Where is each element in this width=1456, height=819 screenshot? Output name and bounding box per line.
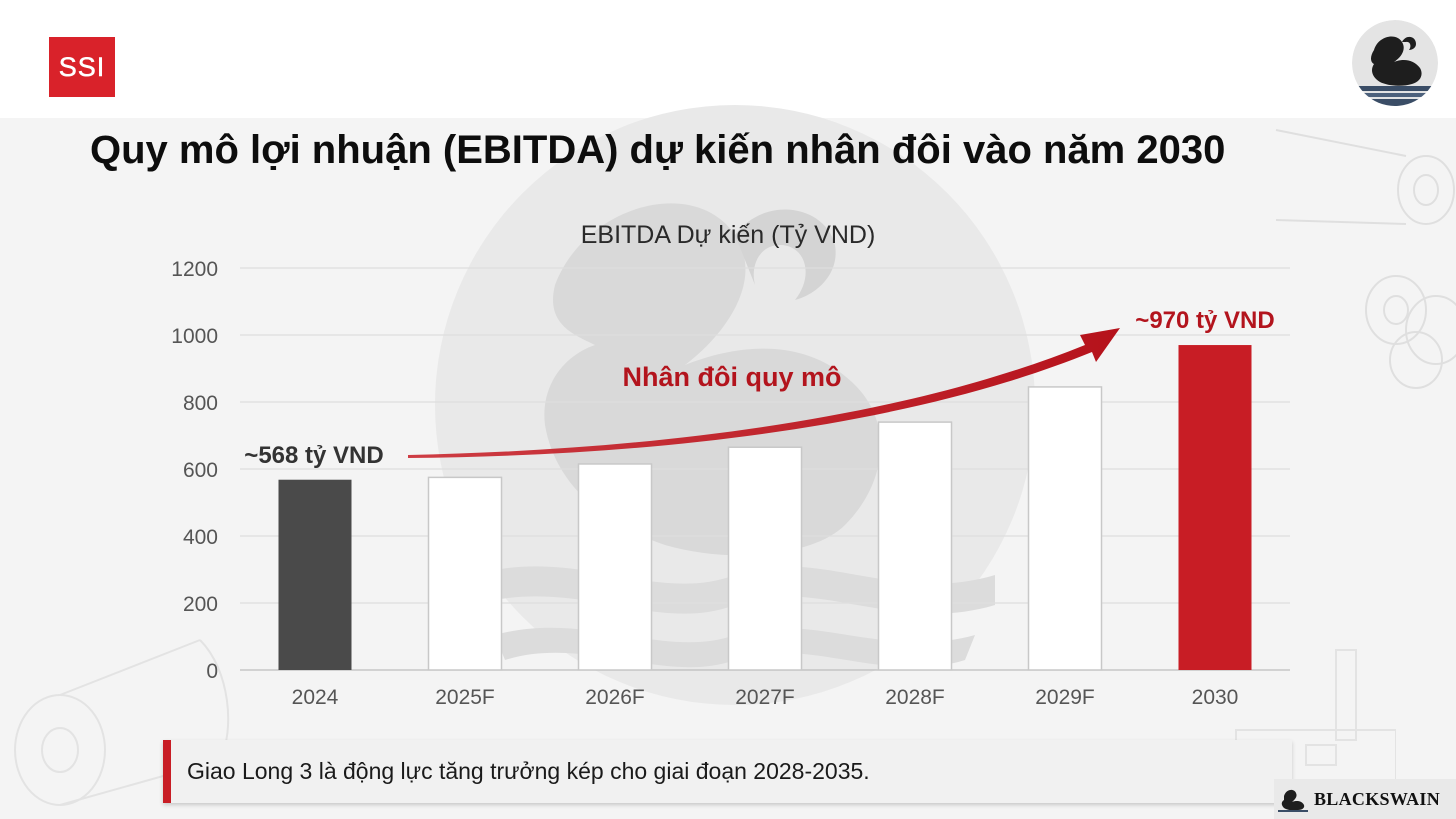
x-axis-ticks: 2024 2025F 2026F 2027F 2028F 2029F 2030 <box>292 686 1239 709</box>
chart-title: EBITDA Dự kiến (Tỷ VND) <box>581 221 876 249</box>
y-tick-label: 400 <box>183 526 218 549</box>
bar-2030 <box>1178 345 1252 670</box>
ssi-logo-text: SSI <box>58 51 106 82</box>
swan-icon <box>1278 789 1308 812</box>
x-tick-label: 2030 <box>1192 686 1239 709</box>
ssi-logo: SSI <box>49 37 115 97</box>
bar-2028f <box>877 421 953 671</box>
start-value-label: ~568 tỷ VND <box>244 442 383 469</box>
callout-text: Giao Long 3 là động lực tăng trưởng kép … <box>187 758 870 784</box>
bar-2029f <box>1027 386 1103 671</box>
y-tick-label: 200 <box>183 593 218 616</box>
y-tick-label: 1200 <box>171 258 218 281</box>
bar-2026f <box>577 463 653 671</box>
x-tick-label: 2027F <box>735 686 795 709</box>
x-tick-label: 2024 <box>292 686 339 709</box>
brand-text: BLACKSWAIN <box>1314 788 1441 809</box>
chart-bars <box>278 345 1252 671</box>
paper-roll-icon <box>1275 129 1456 389</box>
y-axis-ticks: 0 200 400 600 800 1000 1200 <box>171 258 218 683</box>
y-tick-label: 800 <box>183 392 218 415</box>
arrow-label: Nhân đôi quy mô <box>623 362 842 392</box>
y-tick-label: 1000 <box>171 325 218 348</box>
page-title: Quy mô lợi nhuận (EBITDA) dự kiến nhân đ… <box>90 128 1226 172</box>
black-swan-logo-icon <box>1352 20 1438 106</box>
x-tick-label: 2029F <box>1035 686 1095 709</box>
y-tick-label: 0 <box>206 660 218 683</box>
growth-arrow <box>408 328 1120 458</box>
bar-2024 <box>278 479 352 670</box>
end-value-label: ~970 tỷ VND <box>1135 307 1274 334</box>
callout-box: Giao Long 3 là động lực tăng trưởng kép … <box>163 740 1292 803</box>
bar-2025f <box>427 476 503 671</box>
blackswain-brand: BLACKSWAIN <box>1274 779 1456 819</box>
x-tick-label: 2025F <box>435 686 495 709</box>
x-tick-label: 2026F <box>585 686 645 709</box>
y-tick-label: 600 <box>183 459 218 482</box>
x-tick-label: 2028F <box>885 686 945 709</box>
bar-2027f <box>727 446 803 671</box>
